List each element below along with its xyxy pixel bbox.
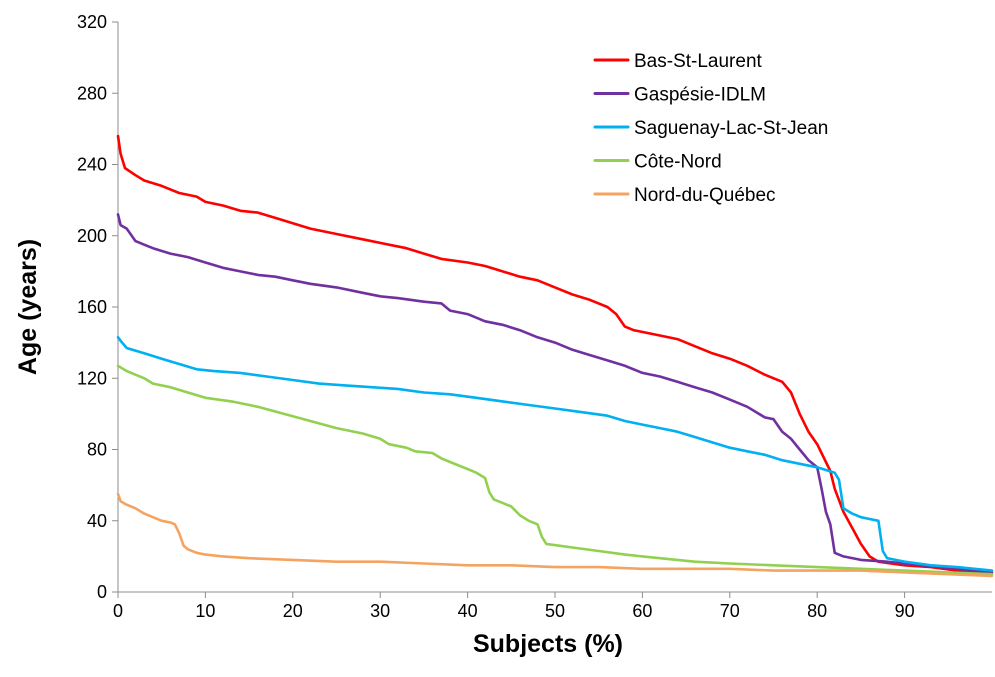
x-tick-label: 40 <box>458 601 478 621</box>
y-tick-label: 0 <box>97 582 107 602</box>
y-axis-title: Age (years) <box>14 239 42 375</box>
series-line-cote-nord <box>116 364 994 576</box>
legend-label-bas-st-laurent: Bas-St-Laurent <box>634 51 763 72</box>
y-tick-label: 320 <box>77 12 107 32</box>
y-tick-label: 200 <box>77 226 107 246</box>
legend-label-gaspesie-idlm: Gaspésie-IDLM <box>634 85 766 106</box>
x-axis-ticks: 0 10 20 30 40 50 60 70 80 90 <box>113 592 915 621</box>
legend: Bas-St-Laurent Gaspésie-IDLM Saguenay-Lac-… <box>593 51 828 206</box>
series-line-bas-st-laurent <box>116 134 994 576</box>
x-tick-label: 50 <box>545 601 565 621</box>
legend-label-saguenay-lac-st-jean: Saguenay-Lac-St-Jean <box>634 118 828 139</box>
x-tick-label: 0 <box>113 601 123 621</box>
x-tick-label: 70 <box>720 601 740 621</box>
series-line-saguenay-lac-st-jean <box>116 336 994 572</box>
y-tick-label: 80 <box>87 440 107 460</box>
legend-label-cote-nord: Côte-Nord <box>634 152 722 173</box>
series-lines <box>116 134 994 578</box>
y-tick-label: 240 <box>77 155 107 175</box>
y-axis-ticks: 0 40 80 120 160 200 240 280 320 <box>77 12 118 602</box>
y-tick-label: 120 <box>77 368 107 388</box>
x-axis-title: Subjects (%) <box>473 630 623 658</box>
x-tick-label: 90 <box>895 601 915 621</box>
x-tick-label: 30 <box>370 601 390 621</box>
x-tick-label: 80 <box>807 601 827 621</box>
x-tick-label: 20 <box>283 601 303 621</box>
y-tick-label: 280 <box>77 83 107 103</box>
y-tick-label: 160 <box>77 297 107 317</box>
axes: 0 40 80 120 160 200 240 280 320 0 10 20 30 40 50 60 70 8… <box>77 12 992 621</box>
y-tick-label: 40 <box>87 511 107 531</box>
x-tick-label: 10 <box>195 601 215 621</box>
x-tick-label: 60 <box>632 601 652 621</box>
series-line-nord-du-quebec <box>116 492 994 578</box>
legend-label-nord-du-quebec: Nord-du-Québec <box>634 185 776 206</box>
series-line-gaspesie-idlm <box>116 213 994 574</box>
